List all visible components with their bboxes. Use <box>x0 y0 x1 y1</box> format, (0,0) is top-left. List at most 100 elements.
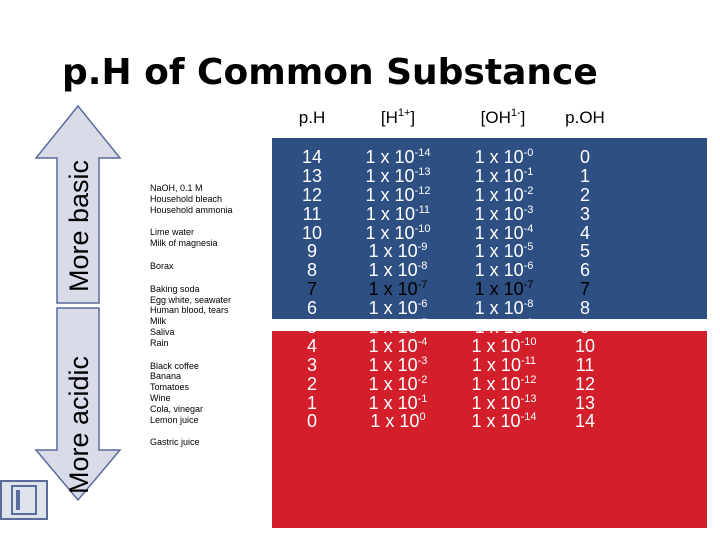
ph-column: 14 13 12 11 10 9 8 7 6 5 4 3 2 1 0 <box>282 148 342 431</box>
ph-value: 6 <box>306 298 317 319</box>
acidic-panel <box>272 331 707 528</box>
h-concentration-value: 1 x 10-7 <box>368 279 428 300</box>
ph-value: 9 <box>306 241 317 262</box>
oh-concentration-value: 1 x 10-4 <box>474 222 534 243</box>
example-item: Egg white, seawater <box>150 294 232 305</box>
poh-value: 10 <box>574 335 596 356</box>
oh-concentration-value: 1 x 10-7 <box>474 279 534 300</box>
h-concentration-value: 1 x 10-4 <box>368 335 428 356</box>
ph-value: 7 <box>306 279 317 300</box>
h-concentration-value: 1 x 10-13 <box>365 165 431 186</box>
example-item: Banana <box>150 371 182 382</box>
poh-value: 7 <box>579 279 590 300</box>
header-poh: p.OH <box>565 108 605 127</box>
example-item: NaOH, 0.1 M <box>150 183 203 193</box>
ph-value: 4 <box>306 335 317 356</box>
poh-value: 1 <box>579 165 590 186</box>
example-item: Household ammonia <box>150 204 233 215</box>
basic-arrow <box>34 104 122 304</box>
poh-column: 0 1 2 3 4 5 6 7 8 9 10 11 12 13 14 <box>556 148 614 431</box>
more-basic-label: More basic <box>64 159 94 292</box>
poh-value: 12 <box>574 373 596 394</box>
ph-value: 3 <box>306 354 317 375</box>
example-item: Tomatoes <box>150 382 190 393</box>
h-concentration-value: 1 x 10-10 <box>365 222 431 243</box>
oh-concentration-value: 1 x 10-2 <box>474 184 534 205</box>
h-concentration-value: 1 x 10-3 <box>368 354 428 375</box>
poh-value: 13 <box>574 392 596 413</box>
h-concentration-value: 1 x 10-8 <box>368 260 428 281</box>
example-item: Cola, vinegar <box>150 403 204 414</box>
h-concentration-value: 1 x 10-14 <box>365 147 431 167</box>
example-item: Milk <box>150 316 166 327</box>
ph-value: 1 <box>306 392 317 413</box>
more-acidic-label: More acidic <box>64 355 94 494</box>
substance-examples: NaOH, 0.1 M Household bleach Household amm… <box>150 183 233 460</box>
poh-value: 6 <box>579 260 590 281</box>
example-item: Lemon juice <box>150 414 199 425</box>
ph-value: 13 <box>301 165 323 186</box>
home-icon[interactable] <box>0 480 48 520</box>
oh-concentration-value: 1 x 10-10 <box>471 335 537 356</box>
oh-concentration-value: 1 x 10-13 <box>471 392 537 413</box>
example-item: Human blood, tears <box>150 305 229 316</box>
basic-panel <box>272 138 707 319</box>
ph-value: 5 <box>306 317 317 338</box>
ph-value: 11 <box>302 203 322 224</box>
oh-concentration-value: 1 x 10-14 <box>471 411 537 432</box>
ph-value: 12 <box>301 184 323 205</box>
page-title: p.H of Common Substance <box>62 52 598 93</box>
poh-value: 3 <box>579 203 590 224</box>
oh-concentration-value: 1 x 10-8 <box>474 298 534 319</box>
oh-concentration-value: 1 x 10-11 <box>471 354 537 375</box>
example-group: Baking soda Egg white, seawater Human bloo… <box>150 284 233 349</box>
oh-concentration-value: 1 x 10-9 <box>474 317 534 338</box>
poh-value: 8 <box>579 298 590 319</box>
poh-value: 0 <box>579 147 590 167</box>
example-item: Milk of magnesia <box>150 238 218 249</box>
example-item: Saliva <box>150 326 175 337</box>
example-item: Baking soda <box>150 283 200 294</box>
h-concentration-column: 1 x 10-14 1 x 10-13 1 x 10-12 1 x 10-11 1 x … <box>352 148 444 431</box>
ph-value: 14 <box>301 147 323 167</box>
oh-concentration-value: 1 x 10-6 <box>474 260 534 281</box>
poh-value: 2 <box>579 184 590 205</box>
oh-concentration-value: 1 x 10-3 <box>474 203 534 224</box>
acidic-arrow <box>34 307 122 502</box>
poh-value: 5 <box>579 241 590 262</box>
example-item: Rain <box>150 337 169 348</box>
oh-concentration-value: 1 x 10-1 <box>474 165 534 186</box>
h-concentration-value: 1 x 10-11 <box>365 203 431 224</box>
h-concentration-value: 1 x 10-6 <box>368 298 428 319</box>
poh-value: 9 <box>579 317 590 338</box>
h-concentration-value: 1 x 10-2 <box>368 373 428 394</box>
example-group: Lime water Milk of magnesia <box>150 227 233 249</box>
example-group: Gastric juice <box>150 437 233 448</box>
ph-value: 0 <box>306 411 317 432</box>
example-item: Wine <box>150 392 171 403</box>
example-item: Gastric juice <box>150 437 200 448</box>
header-oh-concentration: [OH1-] <box>480 107 526 128</box>
header-ph: p.H <box>298 108 326 127</box>
h-concentration-value: 1 x 100 <box>370 411 426 432</box>
h-concentration-value: 1 x 10-9 <box>368 241 428 262</box>
header-h-concentration: [H1+] <box>380 107 416 128</box>
oh-concentration-column: 1 x 10-0 1 x 10-1 1 x 10-2 1 x 10-3 1 x 10-4… <box>456 148 552 431</box>
h-concentration-value: 1 x 10-1 <box>368 392 428 413</box>
poh-value: 11 <box>575 354 595 375</box>
ph-value: 8 <box>306 260 317 281</box>
example-group: NaOH, 0.1 M Household bleach Household amm… <box>150 183 233 215</box>
example-item: Black coffee <box>150 360 199 371</box>
example-item: Lime water <box>150 227 195 238</box>
oh-concentration-value: 1 x 10-5 <box>474 241 534 262</box>
oh-concentration-value: 1 x 10-12 <box>471 373 537 394</box>
h-concentration-value: 1 x 10-5 <box>368 317 428 338</box>
poh-value: 4 <box>579 222 590 243</box>
ph-value: 2 <box>306 373 317 394</box>
example-group: Black coffee Banana Tomatoes Wine Cola, vine… <box>150 361 233 426</box>
ph-value: 10 <box>301 222 323 243</box>
example-item: Borax <box>150 260 174 271</box>
example-item: Household bleach <box>150 193 223 204</box>
oh-concentration-value: 1 x 10-0 <box>474 147 534 167</box>
